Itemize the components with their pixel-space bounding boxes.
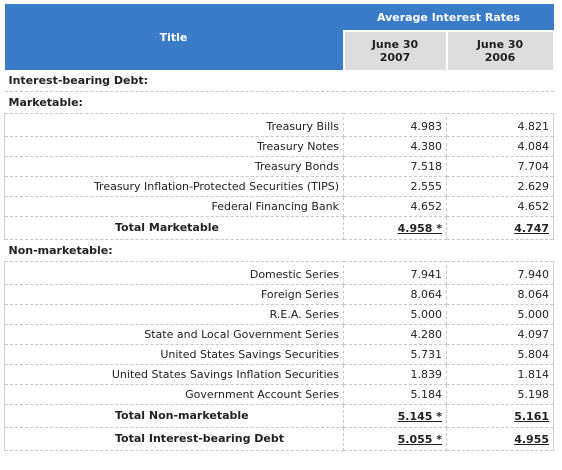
row-value: 5.184 bbox=[343, 384, 447, 405]
row-label: Treasury Bonds bbox=[4, 156, 344, 177]
row-label: Total Interest-bearing Debt bbox=[4, 427, 344, 451]
row-value: 5.145 * bbox=[343, 404, 447, 428]
column-line: June 30 bbox=[371, 38, 419, 51]
row-label: Treasury Bills bbox=[4, 117, 344, 137]
row-value: 2.555 bbox=[343, 176, 447, 197]
spacer-cell bbox=[4, 113, 554, 117]
title-header: Title bbox=[4, 4, 344, 70]
row-value: 4.955 bbox=[446, 427, 554, 451]
row-value: 1.839 bbox=[343, 364, 447, 385]
section-heading: Interest-bearing Debt: bbox=[4, 70, 554, 92]
column-header: June 30 2006 bbox=[445, 30, 555, 70]
data-row: Treasury Bonds 7.518 7.704 bbox=[4, 156, 554, 177]
row-value: 5.055 * bbox=[343, 427, 447, 451]
row-label: Total Marketable bbox=[4, 216, 344, 240]
row-value: 5.000 bbox=[446, 304, 554, 325]
row-label: Foreign Series bbox=[4, 284, 344, 305]
total-value: 5.055 * bbox=[397, 432, 442, 446]
row-value: 4.747 bbox=[446, 216, 554, 240]
row-value: 7.941 bbox=[343, 265, 447, 285]
group-header: Average Interest Rates bbox=[343, 4, 554, 31]
column-line: 2007 bbox=[379, 51, 411, 64]
row-label: United States Savings Inflation Securiti… bbox=[4, 364, 344, 385]
data-row: R.E.A. Series 5.000 5.000 bbox=[4, 304, 554, 325]
data-row: Treasury Notes 4.380 4.084 bbox=[4, 136, 554, 157]
total-value: 4.747 bbox=[514, 221, 549, 235]
row-value: 4.821 bbox=[446, 117, 554, 137]
spacer bbox=[4, 113, 554, 117]
row-value: 5.161 bbox=[446, 404, 554, 428]
row-value: 7.518 bbox=[343, 156, 447, 177]
row-label: Treasury Inflation-Protected Securities … bbox=[4, 176, 344, 197]
column-line: June 30 bbox=[476, 38, 524, 51]
total-row: Total Marketable 4.958 * 4.747 bbox=[4, 216, 554, 240]
row-value: 2.629 bbox=[446, 176, 554, 197]
data-row: Domestic Series 7.941 7.940 bbox=[4, 265, 554, 285]
group-heading: Non-marketable: bbox=[4, 239, 554, 262]
row-value: 4.983 bbox=[343, 117, 447, 137]
data-row: Government Account Series 5.184 5.198 bbox=[4, 384, 554, 405]
row-value: 7.940 bbox=[446, 265, 554, 285]
data-row: State and Local Government Series 4.280 4.… bbox=[4, 324, 554, 345]
total-row: Total Non-marketable 5.145 * 5.161 bbox=[4, 404, 554, 428]
interest-table: Title Average Interest Rates June 30 2007… bbox=[4, 4, 555, 451]
row-value: 5.731 bbox=[343, 344, 447, 365]
total-row: Total Interest-bearing Debt 5.055 * 4.955 bbox=[4, 427, 554, 451]
data-row: Treasury Inflation-Protected Securities … bbox=[4, 176, 554, 197]
row-value: 4.652 bbox=[446, 196, 554, 217]
row-value: 4.380 bbox=[343, 136, 447, 157]
row-value: 8.064 bbox=[343, 284, 447, 305]
row-value: 5.198 bbox=[446, 384, 554, 405]
row-value: 4.084 bbox=[446, 136, 554, 157]
group-heading: Marketable: bbox=[4, 91, 554, 114]
row-label: State and Local Government Series bbox=[4, 324, 344, 345]
data-row: United States Savings Securities 5.731 5.8… bbox=[4, 344, 554, 365]
data-row: United States Savings Inflation Securiti… bbox=[4, 364, 554, 385]
spacer-cell bbox=[4, 261, 554, 265]
column-line: 2006 bbox=[484, 51, 516, 64]
total-value: 4.958 * bbox=[397, 221, 442, 235]
data-row: Federal Financing Bank 4.652 4.652 bbox=[4, 196, 554, 217]
group-row: Non-marketable: bbox=[4, 239, 554, 262]
row-label: Federal Financing Bank bbox=[4, 196, 344, 217]
total-value: 4.955 bbox=[514, 432, 549, 446]
row-value: 7.704 bbox=[446, 156, 554, 177]
row-label: United States Savings Securities bbox=[4, 344, 344, 365]
total-value: 5.161 bbox=[514, 409, 549, 423]
data-row: Treasury Bills 4.983 4.821 bbox=[4, 117, 554, 137]
column-header: June 30 2007 bbox=[342, 30, 448, 70]
row-label: Domestic Series bbox=[4, 265, 344, 285]
row-value: 5.804 bbox=[446, 344, 554, 365]
row-value: 4.097 bbox=[446, 324, 554, 345]
row-label: Treasury Notes bbox=[4, 136, 344, 157]
row-label: R.E.A. Series bbox=[4, 304, 344, 325]
row-value: 4.958 * bbox=[343, 216, 447, 240]
row-value: 1.814 bbox=[446, 364, 554, 385]
row-value: 8.064 bbox=[446, 284, 554, 305]
total-value: 5.145 * bbox=[397, 409, 442, 423]
table-body: Interest-bearing Debt: Marketable: Treasu… bbox=[4, 70, 554, 451]
data-row: Foreign Series 8.064 8.064 bbox=[4, 284, 554, 305]
spacer bbox=[4, 261, 554, 265]
row-label: Total Non-marketable bbox=[4, 404, 344, 428]
row-value: 4.280 bbox=[343, 324, 447, 345]
group-row: Marketable: bbox=[4, 91, 554, 114]
row-label: Government Account Series bbox=[4, 384, 344, 405]
row-value: 4.652 bbox=[343, 196, 447, 217]
row-value: 5.000 bbox=[343, 304, 447, 325]
